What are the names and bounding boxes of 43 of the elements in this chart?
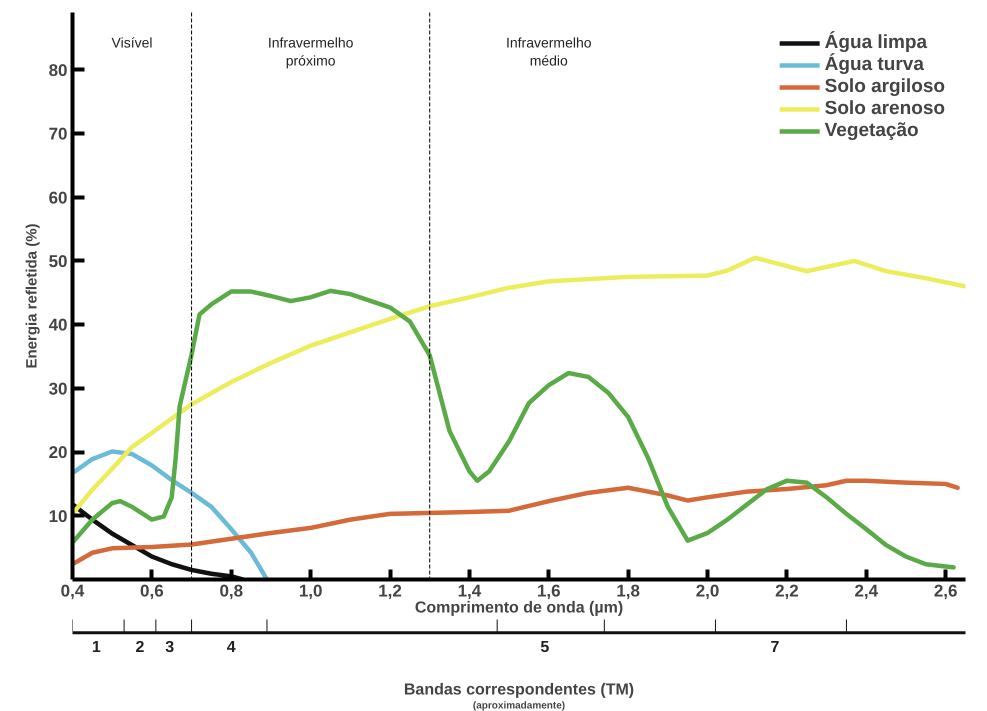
legend-label: Água limpa bbox=[824, 32, 928, 53]
text: 1 bbox=[92, 638, 101, 656]
y-axis-title: Energia refletida (%) bbox=[24, 223, 41, 369]
text: 4 bbox=[226, 638, 236, 656]
legend-label: Água turva bbox=[824, 54, 924, 76]
x-tick-label: 2,0 bbox=[696, 582, 720, 600]
y-tick-label: 20 bbox=[48, 443, 68, 462]
y-tick-label: 40 bbox=[48, 316, 68, 335]
line-series bbox=[72, 288, 956, 570]
y-tick-label: 60 bbox=[48, 188, 68, 208]
x-tick-label: 0,4 bbox=[60, 582, 85, 600]
annotation: Infravermelho próximo bbox=[268, 34, 354, 68]
x-tick-label: 1,0 bbox=[298, 582, 322, 600]
line-series bbox=[72, 502, 246, 580]
legend-label: Vegetação bbox=[824, 120, 919, 142]
line-series bbox=[72, 256, 966, 516]
x-tick-label: 1,4 bbox=[458, 582, 482, 600]
line-series bbox=[72, 478, 960, 566]
x-tick-label: 1,6 bbox=[536, 582, 561, 600]
line-series bbox=[72, 449, 270, 580]
text: 2 bbox=[136, 638, 145, 656]
text: Bandas correspondentes (TM) bbox=[404, 682, 634, 698]
x-tick-label: 2,6 bbox=[934, 582, 958, 600]
x-tick-label: 2,4 bbox=[854, 582, 879, 600]
y-tick-label: 50 bbox=[48, 252, 68, 271]
x-tick-label: 0,8 bbox=[219, 582, 244, 600]
x-tick-label: 2,2 bbox=[775, 582, 799, 600]
x-axis-title: Comprimento de onda (µm) bbox=[414, 600, 624, 616]
text: 3 bbox=[165, 638, 174, 656]
annotation: Infravermelho médio bbox=[506, 34, 592, 68]
text: 7 bbox=[770, 638, 780, 656]
y-tick-label: 80 bbox=[48, 60, 68, 80]
legend-label: Solo arenoso bbox=[824, 98, 945, 120]
x-tick-label: 0,6 bbox=[140, 582, 164, 600]
y-tick-label: 10 bbox=[48, 506, 68, 526]
legend-label: Solo argiloso bbox=[824, 76, 945, 98]
x-tick-label: 1,8 bbox=[616, 582, 640, 600]
annotation: Visível bbox=[112, 34, 153, 50]
text: (aproximadamente) bbox=[472, 700, 566, 711]
text: 5 bbox=[540, 638, 550, 656]
y-tick-label: 30 bbox=[48, 379, 68, 398]
x-tick-label: 1,2 bbox=[378, 582, 402, 600]
y-tick-label: 70 bbox=[48, 124, 68, 144]
